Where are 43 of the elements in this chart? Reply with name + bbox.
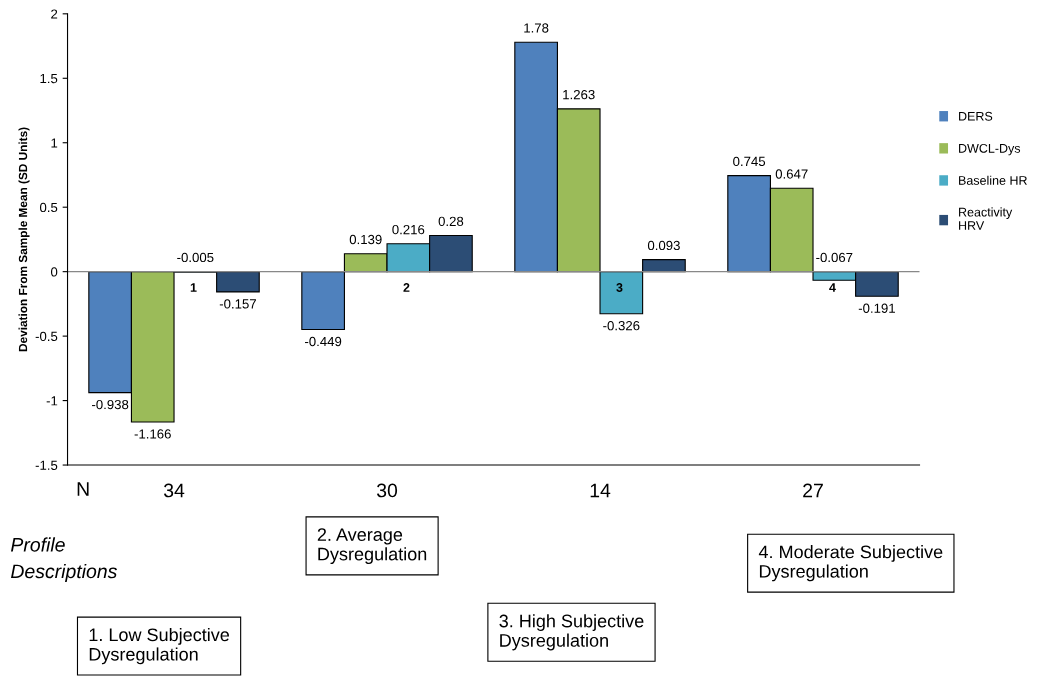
y-tick-label: -1 <box>46 396 58 406</box>
data-label: -0.191 <box>858 303 895 313</box>
data-label: 1.78 <box>524 23 549 33</box>
data-label: 0.139 <box>349 234 382 245</box>
y-axis-title: Deviation From Sample Mean (SD Units) <box>18 127 30 352</box>
x-tick-label: 3 <box>616 283 623 292</box>
data-label: 0.093 <box>647 240 680 251</box>
data-label: 1.263 <box>563 89 595 100</box>
text: Profile Descriptions <box>10 537 117 583</box>
legend-label: DWCL-Dys <box>959 143 1021 156</box>
y-tick-label: 2 <box>51 9 58 19</box>
data-label: 0.216 <box>392 224 425 235</box>
data-label: -0.157 <box>219 299 256 309</box>
text: 4. Moderate Subjective Dysregulation <box>758 545 943 582</box>
data-label: 0.28 <box>438 216 464 227</box>
text: 3. High Subjective Dysregulation <box>499 614 644 651</box>
text: 2. Average Dysregulation <box>317 528 427 565</box>
y-tick-label: 0 <box>50 267 58 277</box>
text: 34 <box>163 483 185 498</box>
legend-label: Reactivity HRV <box>959 207 1013 230</box>
legend-label: Baseline HR <box>959 175 1027 185</box>
text: 27 <box>803 483 823 498</box>
y-tick-label: 0.5 <box>39 202 58 213</box>
y-tick-label: 1 <box>51 138 58 148</box>
data-label: 0.745 <box>733 156 766 167</box>
text: N <box>77 482 89 496</box>
x-tick-label: 1 <box>190 283 197 292</box>
data-label: -1.166 <box>134 429 171 439</box>
data-label: -0.938 <box>92 399 129 410</box>
text: 1. Low Subjective Dysregulation <box>89 627 230 665</box>
text: 30 <box>376 483 398 498</box>
y-tick-label: -0.5 <box>35 331 58 342</box>
legend-label: DERS <box>959 111 993 121</box>
data-label: -0.005 <box>177 252 214 263</box>
data-label: -0.326 <box>603 320 640 331</box>
x-tick-label: 4 <box>829 283 836 292</box>
data-label: 0.647 <box>775 169 808 179</box>
data-label: -0.449 <box>305 336 342 347</box>
y-tick-label: -1.5 <box>35 460 58 470</box>
x-tick-label: 2 <box>403 283 410 292</box>
y-tick-label: 1.5 <box>40 73 58 84</box>
text: 14 <box>590 483 611 498</box>
data-label: -0.067 <box>816 252 853 263</box>
